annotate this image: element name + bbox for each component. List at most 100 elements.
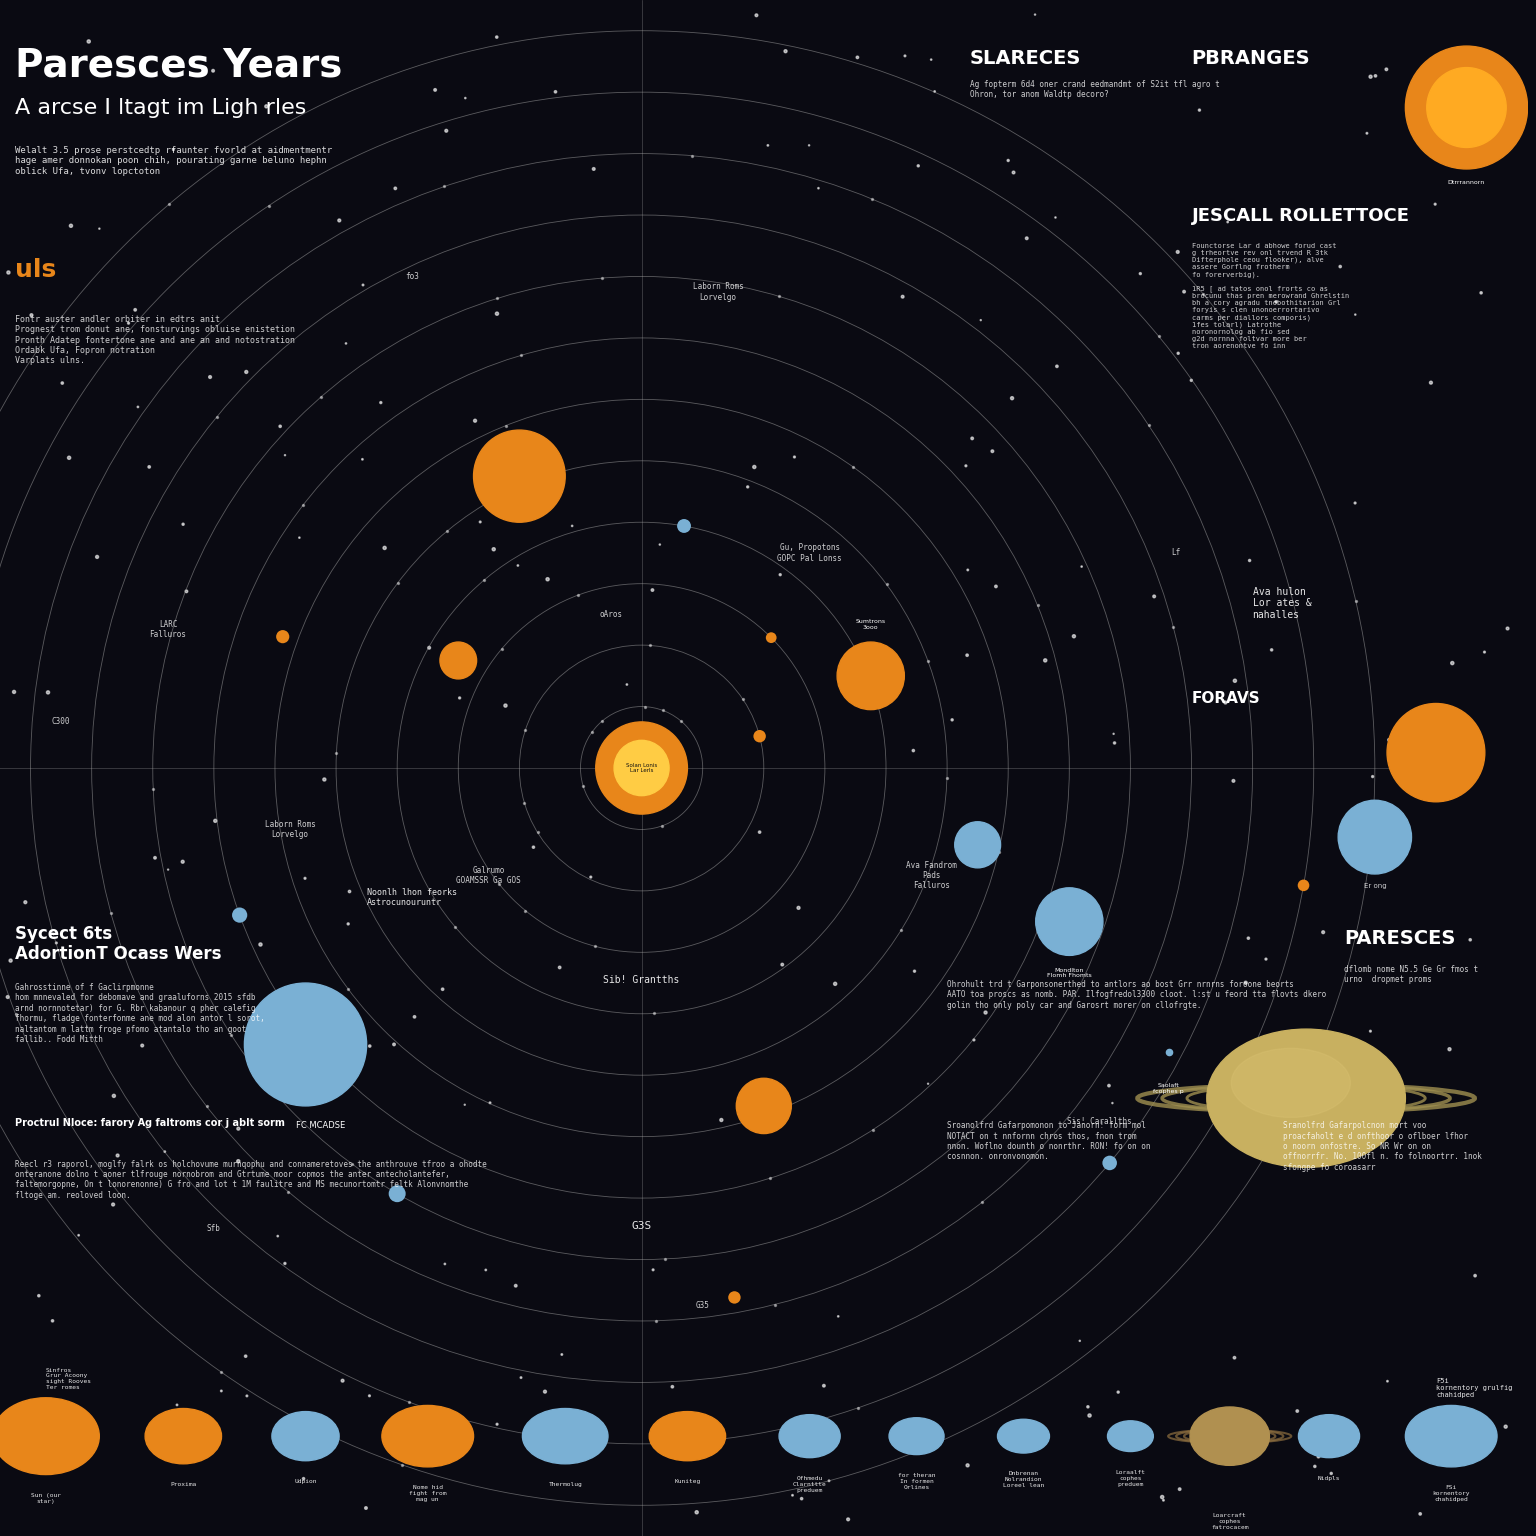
Point <box>934 766 958 791</box>
Point <box>0 260 20 284</box>
Point <box>625 751 650 776</box>
Point <box>174 579 198 604</box>
Point <box>485 301 510 326</box>
Point <box>525 820 550 845</box>
Point <box>1167 1476 1192 1501</box>
Point <box>521 836 545 860</box>
Ellipse shape <box>889 1418 945 1455</box>
Text: Sycect 6ts
AdortionT Ocass Wers: Sycect 6ts AdortionT Ocass Wers <box>15 925 221 963</box>
Point <box>141 777 166 802</box>
Text: SLARECES: SLARECES <box>971 49 1081 68</box>
Text: Proxima: Proxima <box>170 1482 197 1487</box>
Point <box>1329 255 1353 280</box>
Text: G3S: G3S <box>631 1221 651 1232</box>
Point <box>339 1152 364 1177</box>
Point <box>1264 290 1289 315</box>
Point <box>1077 1404 1101 1428</box>
Point <box>1303 1455 1327 1479</box>
Point <box>327 209 352 233</box>
Point <box>590 266 614 290</box>
Point <box>722 1286 746 1310</box>
Point <box>422 78 447 103</box>
Point <box>756 134 780 158</box>
Point <box>1375 57 1399 81</box>
Point <box>1097 1150 1121 1175</box>
Point <box>759 1166 783 1190</box>
Point <box>1422 192 1447 217</box>
Point <box>650 814 674 839</box>
Point <box>1319 1461 1344 1485</box>
Point <box>1068 1329 1092 1353</box>
Point <box>995 147 1020 172</box>
Point <box>1014 226 1038 250</box>
Point <box>742 455 766 479</box>
Point <box>642 1001 667 1026</box>
Point <box>766 284 791 309</box>
Point <box>453 1092 478 1117</box>
Circle shape <box>596 722 688 814</box>
Point <box>504 1273 528 1298</box>
Point <box>1146 324 1170 349</box>
Point <box>1032 648 1057 673</box>
Ellipse shape <box>0 1398 100 1475</box>
Text: dflomb nome N5.5 Ge Gr fmos t
urno  dropmet proms: dflomb nome N5.5 Ge Gr fmos t urno dropm… <box>1344 965 1479 985</box>
Point <box>198 364 223 389</box>
Point <box>161 137 186 161</box>
Point <box>874 571 899 596</box>
Point <box>923 80 948 104</box>
Point <box>273 442 298 467</box>
Point <box>487 871 511 895</box>
Text: Saolaft
fcophes p: Saolaft fcophes p <box>1154 1083 1184 1094</box>
Point <box>1462 1264 1487 1289</box>
Point <box>226 1149 250 1174</box>
Point <box>170 511 195 536</box>
Point <box>88 217 112 241</box>
Point <box>1101 722 1126 746</box>
Point <box>955 644 980 668</box>
Point <box>860 1117 885 1141</box>
Point <box>485 1412 510 1436</box>
Text: LARC
Falluros: LARC Falluros <box>149 621 186 639</box>
Point <box>960 425 985 450</box>
Point <box>386 571 410 596</box>
Point <box>637 633 662 657</box>
Point <box>462 409 487 433</box>
Text: C300: C300 <box>52 717 71 727</box>
Point <box>860 187 885 212</box>
Point <box>1100 1091 1124 1115</box>
Point <box>513 717 538 742</box>
Ellipse shape <box>1207 1029 1405 1167</box>
Point <box>748 723 773 748</box>
Point <box>1342 303 1367 327</box>
Point <box>653 1247 677 1272</box>
Point <box>759 625 783 650</box>
Point <box>633 694 657 719</box>
Point <box>1223 1346 1247 1370</box>
Point <box>1069 554 1094 579</box>
Circle shape <box>1405 46 1528 169</box>
Point <box>671 513 696 538</box>
Text: Welalt 3.5 prose perstcedtp rfaunter fvorld at aidmentmentr
hage amer donnokan p: Welalt 3.5 prose perstcedtp rfaunter fvo… <box>15 146 332 175</box>
Point <box>582 934 607 958</box>
Circle shape <box>614 740 670 796</box>
Point <box>914 1435 938 1459</box>
Point <box>902 958 926 983</box>
Point <box>137 455 161 479</box>
Point <box>511 791 536 816</box>
Point <box>1097 1074 1121 1098</box>
Text: FSi
kornentory
chahidped: FSi kornentory chahidped <box>1433 1485 1470 1502</box>
Point <box>402 1005 427 1029</box>
Point <box>1310 920 1335 945</box>
Text: Laborn Roms
Lorvelgo: Laborn Roms Lorvelgo <box>693 283 743 301</box>
Point <box>983 574 1008 599</box>
Point <box>765 1094 790 1118</box>
Point <box>413 1418 438 1442</box>
Point <box>389 1453 413 1478</box>
Point <box>444 915 468 940</box>
Point <box>836 1507 860 1531</box>
Point <box>0 985 20 1009</box>
Point <box>18 303 43 327</box>
Point <box>396 1390 421 1415</box>
Text: Er ong: Er ong <box>1364 883 1385 889</box>
Ellipse shape <box>1232 1048 1350 1118</box>
